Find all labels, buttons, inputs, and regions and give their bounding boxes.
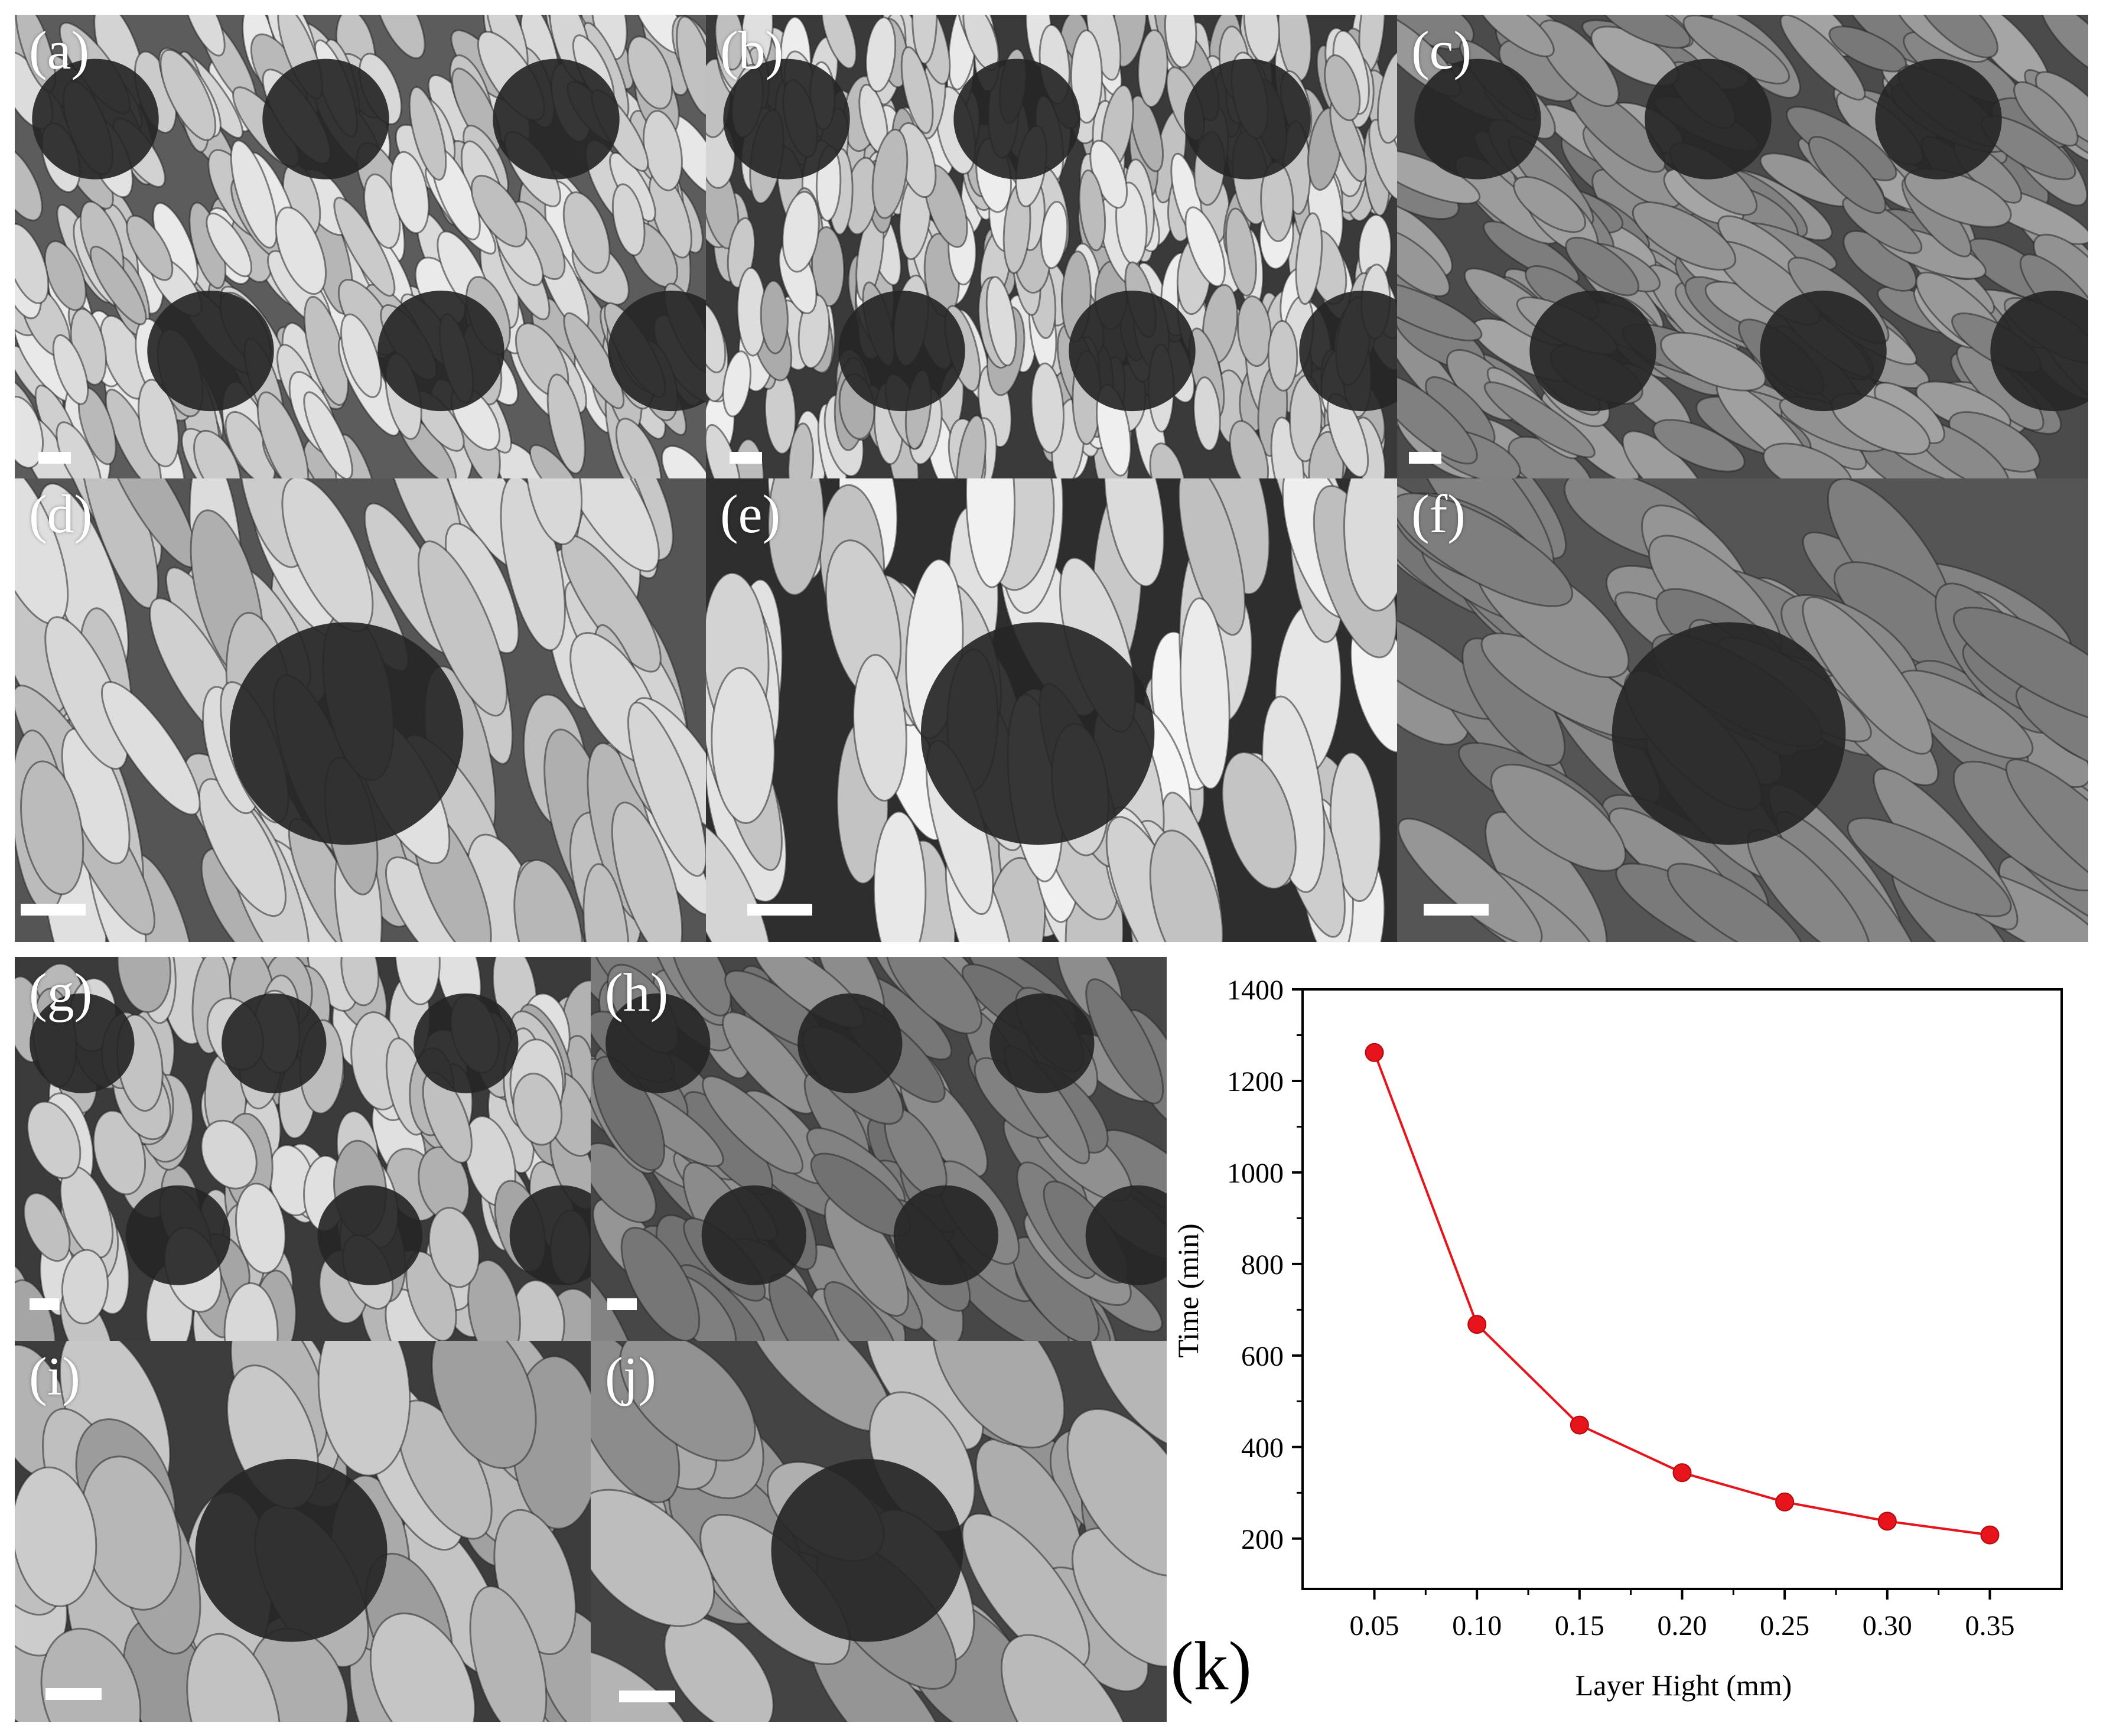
panel-label-f: (f) <box>1411 484 1466 544</box>
scale-bar-g <box>30 1298 59 1310</box>
scale-bar-i <box>45 1688 102 1700</box>
sem-image-d <box>15 478 706 942</box>
data-point <box>1570 1415 1589 1435</box>
scale-bar-b <box>730 452 762 464</box>
panel-label-d: (d) <box>29 484 93 544</box>
sem-panel-i: (i) <box>15 1341 591 1722</box>
chart-panel-label: (k) <box>1170 1627 1252 1705</box>
x-tick-label: 0.10 <box>1452 1610 1502 1641</box>
plot-frame <box>1301 988 2063 1590</box>
sem-image-c <box>1397 15 2088 478</box>
y-tick-label: 400 <box>1241 1432 1284 1464</box>
sem-panel-f: (f) <box>1397 478 2088 942</box>
scale-bar-h <box>607 1298 637 1310</box>
scale-bar-j <box>619 1691 675 1702</box>
scale-bar-a <box>38 452 71 464</box>
scale-bar-f <box>1424 904 1489 916</box>
x-tick-label: 0.05 <box>1350 1610 1399 1641</box>
sem-panel-h: (h) <box>591 957 1167 1341</box>
y-axis-ticks: 200 400 600 800 1000 1200 1400 <box>1227 975 1303 1555</box>
panel-label-i: (i) <box>29 1346 80 1406</box>
y-tick-label: 1000 <box>1227 1158 1284 1189</box>
panel-label-h: (h) <box>605 962 669 1022</box>
x-tick-label: 0.25 <box>1760 1610 1809 1641</box>
scale-bar-e <box>747 904 812 916</box>
sem-panel-j: (j) <box>591 1341 1167 1722</box>
x-tick-label: 0.20 <box>1658 1610 1707 1641</box>
panel-label-e: (e) <box>720 484 781 544</box>
y-tick-label: 200 <box>1241 1524 1284 1555</box>
y-axis-label: Time (min) <box>1171 1223 1204 1357</box>
scale-bar-d <box>21 904 86 916</box>
y-tick-label: 800 <box>1241 1249 1284 1281</box>
sem-panel-d: (d) <box>15 478 706 942</box>
series-markers <box>1365 1043 2000 1545</box>
data-point <box>1775 1492 1795 1512</box>
series-line <box>1373 1052 1990 1536</box>
scale-bar-c <box>1409 452 1441 464</box>
x-axis-ticks: 0.05 0.10 0.15 0.20 0.25 0.30 0.35 <box>1350 1589 2014 1641</box>
panel-label-j: (j) <box>605 1346 656 1406</box>
sem-image-e <box>706 478 1397 942</box>
sem-image-f <box>1397 478 2088 942</box>
x-axis-label: Layer Hight (mm) <box>1575 1669 1792 1702</box>
data-point <box>1672 1463 1692 1483</box>
data-point <box>1980 1525 2000 1545</box>
panel-label-b: (b) <box>720 20 784 80</box>
data-point <box>1467 1315 1487 1334</box>
sem-panel-c: (c) <box>1397 15 2088 478</box>
x-tick-label: 0.30 <box>1863 1610 1912 1641</box>
y-tick-label: 1400 <box>1227 975 1284 1006</box>
sem-image-g <box>15 957 591 1341</box>
panel-label-c: (c) <box>1411 20 1472 80</box>
data-point <box>1877 1512 1897 1531</box>
x-tick-label: 0.15 <box>1555 1610 1604 1641</box>
sem-panel-b: (b) <box>706 15 1397 478</box>
sem-panel-a: (a) <box>15 15 706 478</box>
y-tick-label: 600 <box>1241 1341 1284 1372</box>
panel-label-a: (a) <box>29 20 90 80</box>
sem-panel-g: (g) <box>15 957 591 1341</box>
panel-label-g: (g) <box>29 962 93 1022</box>
chart-k: 200 400 600 800 1000 1200 1400 0.05 0.10 0.15 0.2… <box>1170 975 2063 1705</box>
sem-image-i <box>15 1341 591 1722</box>
y-tick-label: 1200 <box>1227 1066 1284 1097</box>
sem-panel-e: (e) <box>706 478 1397 942</box>
sem-image-a <box>15 15 706 478</box>
sem-image-b <box>706 15 1397 478</box>
sem-image-h <box>591 957 1167 1341</box>
data-point <box>1365 1043 1384 1062</box>
x-tick-label: 0.35 <box>1965 1610 2014 1641</box>
sem-image-j <box>591 1341 1167 1722</box>
